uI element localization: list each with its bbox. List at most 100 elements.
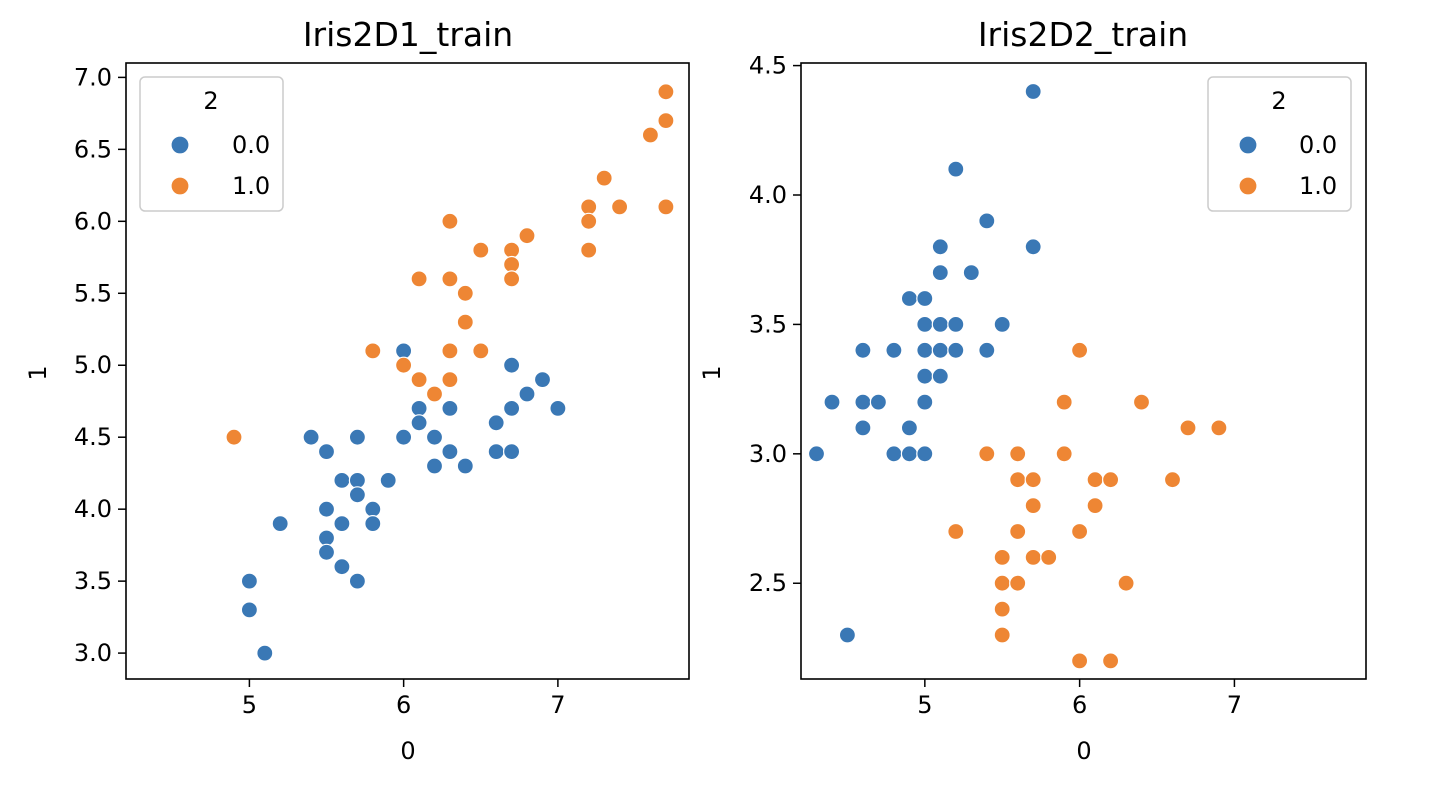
legend-label-1.0: 1.0	[232, 172, 270, 200]
data-point-0.0	[900, 445, 919, 463]
legend: 2 0.0 1.0	[139, 76, 284, 212]
data-point-0.0	[854, 419, 872, 437]
data-point-0.0	[333, 558, 351, 576]
y-tick-label: 3.0	[74, 639, 112, 667]
data-point-1.0	[1024, 497, 1042, 515]
data-point-0.0	[900, 419, 919, 437]
data-point-1.0	[1009, 522, 1027, 541]
data-point-1.0	[225, 428, 243, 446]
data-point-1.0	[456, 284, 474, 302]
y-tick-label: 7.0	[74, 63, 112, 91]
data-point-0.0	[947, 341, 965, 359]
data-point-0.0	[410, 414, 428, 432]
data-point-0.0	[916, 289, 934, 308]
data-point-0.0	[395, 428, 413, 446]
data-point-1.0	[978, 445, 996, 463]
data-point-1.0	[1086, 471, 1104, 489]
legend-label-1.0: 1.0	[1299, 172, 1337, 200]
data-point-1.0	[1117, 574, 1135, 592]
x-tick-label: 7	[550, 691, 565, 719]
data-point-1.0	[364, 342, 382, 360]
data-point-0.0	[838, 626, 857, 644]
data-point-0.0	[456, 457, 474, 475]
data-point-0.0	[978, 212, 996, 230]
legend-marker-0.0	[1238, 135, 1258, 155]
x-tick-label: 6	[396, 691, 411, 719]
data-point-0.0	[854, 341, 872, 359]
data-point-1.0	[580, 212, 598, 230]
data-point-0.0	[503, 399, 521, 417]
scatter-points	[225, 83, 675, 662]
plot-frame	[800, 62, 1367, 680]
data-point-0.0	[1024, 82, 1042, 101]
data-point-1.0	[441, 270, 459, 288]
data-point-0.0	[885, 445, 903, 463]
data-point-1.0	[1070, 522, 1089, 541]
data-point-0.0	[1024, 238, 1042, 256]
x-tick-label: 7	[1227, 691, 1242, 719]
chart-panel-iris2d1: Iris2D1_train 5 6 7 3.0 3.5 4.0 4.5 5.0 5.5 6.0 6.…	[24, 15, 690, 765]
data-point-1.0	[1179, 419, 1197, 437]
data-point-0.0	[256, 644, 274, 662]
data-point-1.0	[1070, 341, 1089, 359]
data-point-1.0	[580, 198, 598, 216]
data-point-0.0	[317, 500, 336, 518]
data-point-1.0	[657, 198, 675, 216]
data-point-0.0	[302, 428, 320, 446]
data-point-1.0	[410, 371, 428, 389]
data-point-1.0	[518, 227, 536, 245]
data-point-1.0	[657, 83, 675, 101]
y-tick-label: 4.0	[749, 181, 787, 209]
data-point-0.0	[348, 428, 366, 446]
data-point-1.0	[395, 356, 413, 374]
data-point-1.0	[472, 342, 490, 360]
data-point-1.0	[1132, 393, 1151, 411]
legend: 2 0.0 1.0	[1207, 76, 1352, 212]
data-point-1.0	[1040, 548, 1058, 567]
data-point-1.0	[947, 522, 965, 541]
data-point-1.0	[456, 313, 474, 331]
data-point-0.0	[348, 486, 366, 504]
data-point-1.0	[1009, 471, 1027, 489]
data-point-1.0	[503, 241, 521, 259]
data-point-1.0	[503, 270, 521, 288]
data-point-0.0	[807, 445, 826, 463]
data-point-1.0	[993, 626, 1011, 644]
legend-title: 2	[203, 87, 218, 115]
data-point-0.0	[317, 529, 336, 547]
data-point-0.0	[503, 356, 521, 374]
x-tick-label: 6	[1072, 691, 1087, 719]
data-point-1.0	[441, 371, 459, 389]
data-point-1.0	[1101, 471, 1120, 489]
data-point-1.0	[441, 342, 459, 360]
data-point-1.0	[595, 169, 613, 187]
y-tick-label: 4.5	[749, 52, 787, 80]
data-point-0.0	[931, 341, 949, 359]
y-tick-label: 6.5	[74, 135, 112, 163]
x-tick-label: 5	[242, 691, 257, 719]
data-point-0.0	[333, 514, 351, 533]
data-point-1.0	[1086, 497, 1104, 515]
data-point-0.0	[441, 399, 459, 417]
data-point-0.0	[317, 543, 336, 561]
data-point-0.0	[931, 238, 949, 256]
data-point-0.0	[518, 385, 536, 403]
data-point-0.0	[916, 315, 934, 333]
data-point-1.0	[1163, 471, 1182, 489]
data-point-0.0	[916, 367, 934, 385]
data-point-0.0	[854, 393, 872, 411]
data-point-1.0	[993, 574, 1011, 592]
data-point-0.0	[993, 315, 1011, 333]
data-point-1.0	[1009, 445, 1027, 463]
data-point-0.0	[425, 457, 444, 475]
plot-frame	[125, 62, 690, 680]
y-tick-label: 3.5	[749, 310, 787, 338]
y-axis-label: 1	[698, 365, 726, 380]
data-point-1.0	[1055, 393, 1073, 411]
data-point-1.0	[1070, 652, 1089, 670]
legend-title: 2	[1271, 87, 1286, 115]
scatter-points	[807, 82, 1228, 670]
data-point-0.0	[487, 414, 505, 432]
axis-ticks: 5 6 7 3.0 3.5 4.0 4.5 5.0 5.5 6.0 6.5 7.0	[74, 63, 566, 719]
data-point-1.0	[472, 241, 490, 259]
